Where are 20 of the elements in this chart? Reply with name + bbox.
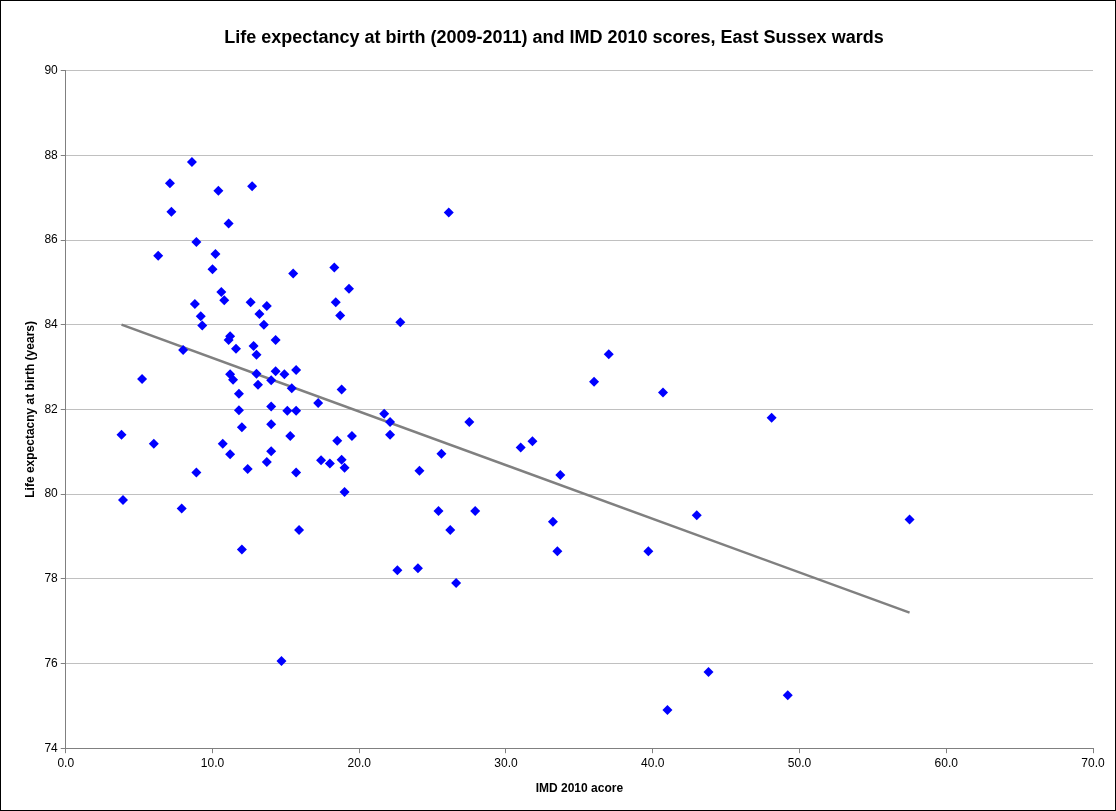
y-tick-label: 78 (44, 571, 59, 586)
x-axis-title: IMD 2010 acore (535, 781, 624, 796)
y-tick-label: 90 (44, 62, 59, 77)
y-tick-label: 76 (44, 655, 59, 670)
y-tick-label: 84 (44, 317, 59, 332)
y-tick-label: 80 (44, 486, 59, 501)
x-tick-label: 40.0 (641, 755, 665, 770)
x-tick-label: 60.0 (934, 755, 959, 770)
x-tick-label: 70.0 (1081, 755, 1105, 770)
x-tick-label: 10.0 (200, 755, 225, 770)
y-tick-label: 88 (44, 147, 59, 162)
y-tick-label: 82 (44, 401, 59, 416)
y-tick-label: 74 (44, 740, 59, 755)
y-axis-title: Life expectacny at birth (years) (22, 321, 37, 498)
chart-title: Life expectancy at birth (2009-2011) and IMD 2010 scores, East Sussex wards (224, 26, 884, 47)
x-tick-label: 30.0 (494, 755, 518, 770)
y-tick-label: 86 (44, 232, 59, 247)
x-tick-label: 0.0 (57, 755, 75, 770)
x-tick-label: 20.0 (347, 755, 372, 770)
x-tick-label: 50.0 (787, 755, 812, 770)
